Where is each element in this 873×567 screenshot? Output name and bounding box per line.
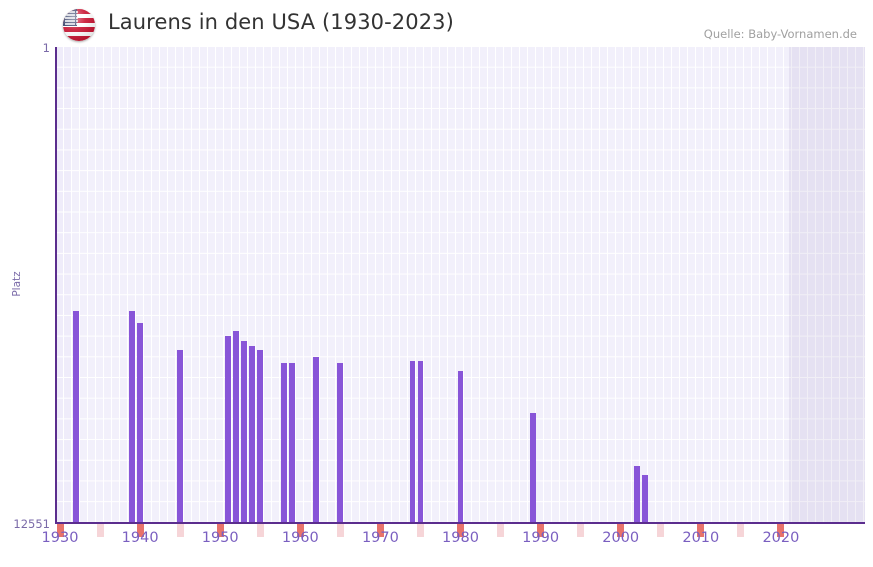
bar [249,345,256,523]
half-decade-marker [176,524,184,537]
x-tick-label-1990: 1990 [522,530,560,546]
y-axis-bottom-label: 12551 [13,517,50,531]
x-tick-label-2020: 2020 [762,530,800,546]
bar [529,412,536,523]
decade-marker [376,524,384,537]
bar [409,361,416,523]
y-axis-top-label: 1 [42,41,50,55]
decade-marker [777,524,785,537]
x-tick-label-2010: 2010 [682,530,720,546]
bar [137,323,144,523]
x-tick-label-1970: 1970 [361,530,399,546]
decade-marker [457,524,464,537]
decade-marker [296,524,304,537]
half-decade-marker [497,524,505,537]
bar [337,362,344,523]
half-decade-marker [737,524,745,537]
page-title: Laurens in den USA (1930-2023) [108,10,454,34]
bar [233,331,240,523]
x-axis-line [55,522,865,524]
bar [633,466,640,523]
bar [641,474,648,523]
bar [73,310,79,523]
plot-area [56,47,865,523]
x-tick-label-1980: 1980 [442,530,479,546]
bar [257,350,264,523]
half-decade-marker [657,524,665,537]
decade-marker-strip [56,524,865,537]
usa-flag-icon [63,9,95,41]
x-tick-label-1940: 1940 [121,530,159,546]
half-decade-marker [577,524,585,537]
bar [457,370,464,523]
decade-marker [617,524,625,537]
half-decade-marker [96,524,104,537]
bar [313,357,320,523]
bar [289,362,296,523]
x-tick-label-1960: 1960 [281,530,319,546]
bar [417,361,424,523]
decade-marker [537,524,545,537]
y-axis-title: Platz [11,271,23,297]
y-axis-line [55,47,57,524]
decade-marker [56,524,64,537]
x-tick-label-2000: 2000 [602,530,640,546]
flag-gloss [63,9,95,41]
decade-marker [136,524,144,537]
chart-header: Laurens in den USA (1930-2023) Quelle: B… [0,0,873,47]
future-range-shade [788,47,865,523]
bar [241,340,248,523]
bar [129,310,136,523]
decade-marker [697,524,705,537]
x-tick-label-1950: 1950 [201,530,239,546]
half-decade-marker [256,524,264,537]
x-tick-label-1930: 1930 [41,530,79,546]
bar [225,335,232,523]
bar [281,362,288,523]
half-decade-marker [336,524,344,537]
bar [177,350,184,523]
source-credit: Quelle: Baby-Vornamen.de [703,27,857,41]
x-axis-tick-labels: 1930 1940 1950 1960 1970 1980 1990 2000 2010 2020 [0,530,873,560]
half-decade-marker [416,524,424,537]
decade-marker [216,524,224,537]
